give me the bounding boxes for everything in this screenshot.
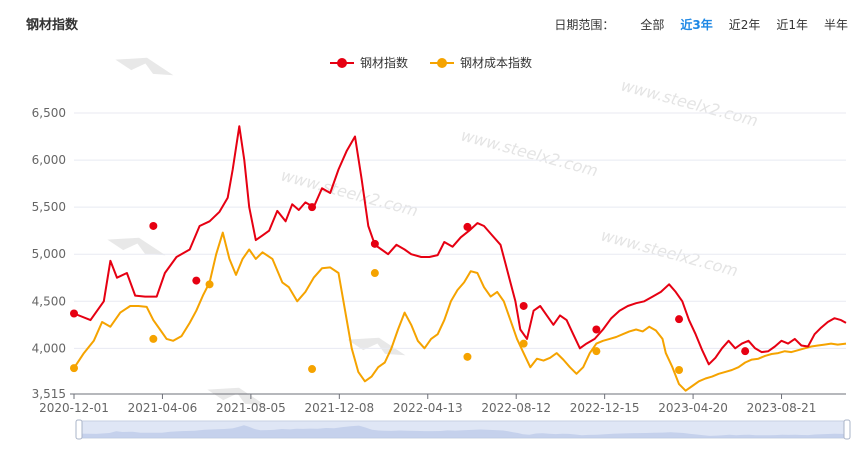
- data-point-cost[interactable]: [463, 352, 472, 361]
- legend-item-cost[interactable]: 钢材成本指数: [430, 54, 532, 71]
- legend-marker-steel: [329, 57, 354, 68]
- y-tick-label: 3,515: [32, 387, 66, 401]
- x-tick-label: 2020-12-01: [39, 401, 109, 415]
- watermark: [347, 337, 406, 356]
- watermark-text: www.steelx2.com: [599, 226, 740, 281]
- watermark-layer: www.steelx2.com www.steelx2.com www.steelx…: [107, 57, 760, 406]
- data-point-steel[interactable]: [308, 203, 317, 212]
- x-tick-label: 2022-08-12: [481, 401, 551, 415]
- legend-label-steel: 钢材指数: [359, 56, 408, 70]
- range-option-3y[interactable]: 近3年: [680, 18, 713, 32]
- x-tick-label: 2021-04-06: [128, 401, 198, 415]
- watermark-logo-icon: [207, 387, 266, 406]
- watermark-logo-icon: [115, 57, 174, 76]
- range-option-1y[interactable]: 近1年: [776, 18, 808, 32]
- series-line-cost: [73, 231, 847, 392]
- data-point-steel[interactable]: [519, 301, 528, 310]
- range-option-all[interactable]: 全部: [640, 18, 665, 32]
- data-point-cost[interactable]: [675, 365, 684, 374]
- y-tick-label: 4,000: [32, 341, 66, 355]
- data-point-cost[interactable]: [149, 334, 158, 343]
- x-tick-label: 2023-08-21: [747, 401, 817, 415]
- data-point-cost[interactable]: [70, 364, 78, 373]
- data-point-steel[interactable]: [741, 347, 750, 356]
- chart-legend: 钢材指数 钢材成本指数: [0, 54, 862, 71]
- data-point-steel[interactable]: [463, 222, 472, 231]
- watermark: www.steelx2.com: [599, 226, 740, 281]
- date-range-selector: 日期范围： 全部 近3年 近2年 近1年 半年: [554, 16, 848, 33]
- x-tick-label: 2022-04-13: [393, 401, 463, 415]
- watermark-text: www.steelx2.com: [619, 76, 760, 131]
- watermark: www.steelx2.com: [279, 166, 420, 221]
- zoom-handle-left[interactable]: [75, 419, 83, 440]
- legend-label-cost: 钢材成本指数: [460, 56, 533, 70]
- data-point-cost[interactable]: [519, 339, 528, 348]
- series-line-steel: [73, 125, 847, 366]
- y-tick-label: 6,000: [32, 153, 66, 167]
- watermark-text: www.steelx2.com: [279, 166, 420, 221]
- data-point-cost[interactable]: [370, 269, 379, 278]
- x-tick-label: 2021-08-05: [216, 401, 286, 415]
- data-point-steel[interactable]: [192, 276, 201, 285]
- x-tick-label: 2023-04-20: [658, 401, 728, 415]
- zoom-preview-area: [80, 425, 846, 438]
- data-point-cost[interactable]: [308, 365, 317, 374]
- watermark: [107, 237, 166, 256]
- chart-title: 钢材指数: [26, 18, 79, 33]
- y-tick-label: 5,500: [32, 200, 66, 214]
- data-point-steel[interactable]: [592, 325, 601, 334]
- data-point-steel[interactable]: [675, 315, 684, 324]
- watermark-logo-icon: [107, 237, 166, 256]
- watermark: [115, 57, 174, 76]
- zoom-slider[interactable]: [75, 419, 851, 440]
- zoom-handle-right[interactable]: [843, 419, 851, 440]
- y-tick-label: 5,000: [32, 247, 66, 261]
- legend-marker-cost: [430, 57, 454, 68]
- range-option-2y[interactable]: 近2年: [728, 18, 761, 32]
- x-tick-label: 2021-12-08: [304, 401, 374, 415]
- axis-layer: 2020-12-01 2021-04-06 2021-08-05 2021-12-08…: [39, 393, 846, 415]
- watermark: [207, 387, 266, 406]
- watermark: www.steelx2.com: [459, 126, 600, 181]
- data-point-cost[interactable]: [205, 280, 214, 289]
- watermark-logo-icon: [347, 337, 406, 356]
- date-range-label: 日期范围：: [554, 18, 615, 32]
- data-point-steel[interactable]: [370, 239, 379, 248]
- series-layer: [70, 125, 847, 392]
- range-option-half-year[interactable]: 半年: [823, 18, 848, 32]
- legend-item-steel[interactable]: 钢材指数: [329, 54, 408, 71]
- y-tick-label: 6,500: [32, 106, 66, 120]
- data-point-steel[interactable]: [149, 221, 158, 230]
- watermark: www.steelx2.com: [619, 76, 760, 131]
- data-point-cost[interactable]: [592, 347, 601, 356]
- data-point-steel[interactable]: [70, 309, 78, 318]
- y-tick-label: 4,500: [32, 294, 66, 308]
- x-tick-label: 2022-12-15: [570, 401, 640, 415]
- watermark-text: www.steelx2.com: [459, 126, 600, 181]
